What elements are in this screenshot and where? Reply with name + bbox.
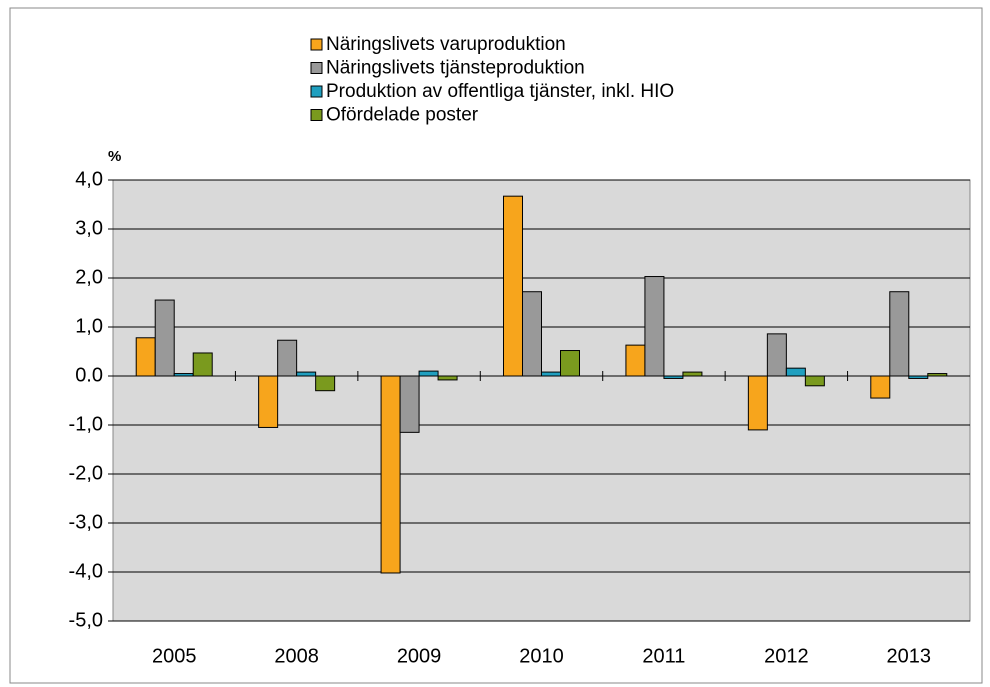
bar bbox=[380, 375, 401, 574]
y-axis-label: % bbox=[108, 148, 121, 165]
bar bbox=[804, 375, 825, 387]
x-tick-label: 2012 bbox=[764, 645, 809, 667]
bar bbox=[503, 195, 523, 377]
bar bbox=[173, 373, 194, 377]
y-tick-label: -5,0 bbox=[69, 609, 103, 631]
y-tick-label: 3,0 bbox=[75, 217, 103, 239]
bar bbox=[399, 375, 420, 433]
bar bbox=[560, 350, 580, 377]
bar bbox=[418, 370, 439, 377]
y-tick-label: -3,0 bbox=[69, 511, 103, 533]
bar bbox=[682, 371, 703, 377]
bar bbox=[296, 371, 317, 377]
bar bbox=[135, 337, 156, 377]
bar bbox=[785, 367, 806, 377]
y-tick-label: -1,0 bbox=[69, 413, 103, 435]
y-tick-label: 0.0 bbox=[75, 364, 103, 386]
bar bbox=[908, 375, 929, 379]
bar bbox=[437, 375, 458, 381]
plot-area bbox=[112, 179, 971, 622]
bar bbox=[927, 373, 948, 377]
bar bbox=[315, 375, 336, 392]
y-tick-label: -2,0 bbox=[69, 462, 103, 484]
bar bbox=[154, 299, 175, 377]
y-tick-label: -4,0 bbox=[69, 560, 103, 582]
legend-swatch bbox=[310, 109, 323, 121]
bar bbox=[258, 375, 279, 428]
x-tick-label: 2011 bbox=[642, 645, 685, 667]
bar bbox=[541, 371, 561, 377]
bar bbox=[747, 375, 768, 431]
bar bbox=[889, 291, 910, 377]
bar bbox=[766, 333, 787, 377]
bar bbox=[277, 339, 298, 377]
legend-label: Ofördelade poster bbox=[326, 105, 479, 126]
x-tick-label: 2009 bbox=[397, 645, 442, 667]
x-tick-label: 2010 bbox=[519, 645, 564, 667]
bar bbox=[644, 276, 665, 377]
bar bbox=[522, 291, 542, 377]
legend-label: Näringslivets varuproduktion bbox=[326, 34, 566, 55]
legend-label: Produktion av offentliga tjänster, inkl.… bbox=[326, 81, 674, 102]
y-tick-label: 2,0 bbox=[75, 266, 103, 288]
x-tick-label: 2008 bbox=[274, 645, 319, 667]
bar bbox=[625, 344, 646, 377]
y-tick-label: 4,0 bbox=[75, 168, 103, 190]
x-tick-label: 2005 bbox=[152, 645, 197, 667]
legend-swatch bbox=[310, 38, 323, 51]
bar bbox=[870, 375, 891, 399]
x-tick-label: 2013 bbox=[887, 645, 932, 667]
legend-swatch bbox=[310, 85, 323, 98]
legend-label: Näringslivets tjänsteproduktion bbox=[326, 58, 585, 79]
bar bbox=[663, 375, 684, 379]
bar bbox=[192, 352, 213, 377]
legend-swatch bbox=[310, 62, 323, 74]
y-tick-label: 1,0 bbox=[75, 315, 103, 337]
